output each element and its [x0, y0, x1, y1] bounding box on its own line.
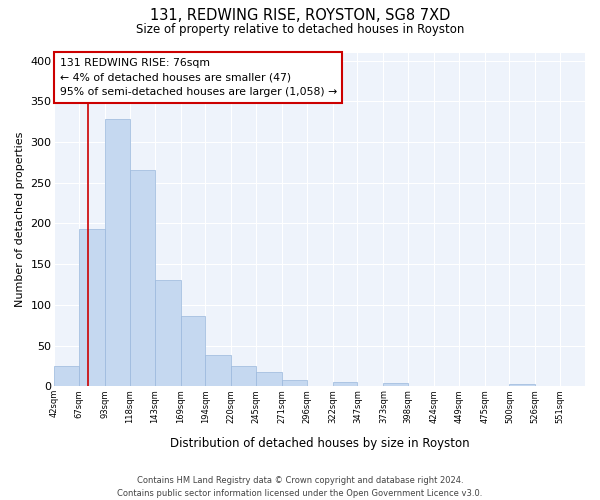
Bar	[130, 170, 155, 386]
Text: 131, REDWING RISE, ROYSTON, SG8 7XD: 131, REDWING RISE, ROYSTON, SG8 7XD	[150, 8, 450, 22]
Y-axis label: Number of detached properties: Number of detached properties	[15, 132, 25, 307]
Bar	[256, 372, 282, 386]
Bar	[383, 383, 408, 386]
Bar	[332, 382, 358, 386]
Bar	[181, 316, 205, 386]
X-axis label: Distribution of detached houses by size in Royston: Distribution of detached houses by size …	[170, 437, 470, 450]
Bar	[509, 384, 535, 386]
Bar	[155, 280, 181, 386]
Text: 131 REDWING RISE: 76sqm
← 4% of detached houses are smaller (47)
95% of semi-det: 131 REDWING RISE: 76sqm ← 4% of detached…	[60, 58, 337, 97]
Bar	[232, 366, 256, 386]
Bar	[282, 380, 307, 386]
Bar	[205, 356, 232, 386]
Bar	[55, 366, 79, 386]
Bar	[105, 120, 130, 386]
Text: Size of property relative to detached houses in Royston: Size of property relative to detached ho…	[136, 22, 464, 36]
Bar	[79, 229, 105, 386]
Text: Contains HM Land Registry data © Crown copyright and database right 2024.
Contai: Contains HM Land Registry data © Crown c…	[118, 476, 482, 498]
